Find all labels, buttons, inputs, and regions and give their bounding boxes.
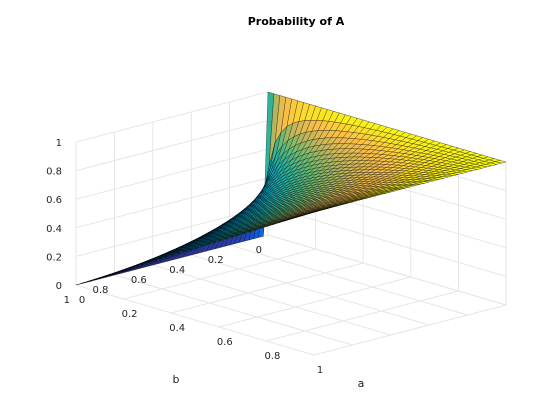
- wall-a-grid-horizontal: [267, 234, 507, 306]
- wall-b-grid-horizontal: [75, 91, 269, 143]
- x-tick-label: 1: [317, 365, 323, 376]
- x-tick-label: 0.4: [169, 323, 185, 334]
- wall-b-grid-horizontal: [75, 177, 269, 229]
- floor-grid-line-a: [171, 262, 364, 314]
- y-tick-label: 0.8: [92, 285, 108, 296]
- wall-b-grid-horizontal: [75, 148, 269, 200]
- x-tick-label: 0.6: [217, 337, 233, 348]
- y-tick-label: 1: [64, 295, 70, 306]
- floor-grid-line-a: [123, 248, 316, 300]
- floor-grid-line-b: [152, 264, 391, 336]
- y-tick-label: 0.2: [208, 255, 224, 266]
- z-tick-label: 0.8: [46, 167, 62, 178]
- floor-grid-line-a: [218, 276, 411, 328]
- wall-a-grid-horizontal: [267, 205, 507, 277]
- y-tick-label: 0.6: [131, 275, 147, 286]
- z-tick-label: 0.6: [46, 195, 62, 206]
- y-tick-label: 0: [256, 245, 262, 256]
- floor-grid-line-b: [75, 284, 315, 356]
- chart-title: Probability of A: [248, 15, 345, 28]
- z-tick-label: 0.4: [46, 224, 62, 235]
- wall-b-grid-horizontal: [75, 120, 269, 172]
- floor-grid-line-b: [191, 254, 430, 326]
- z-tick-label: 0.2: [46, 252, 62, 263]
- x-axis-label: a: [358, 377, 365, 390]
- tick-labels: 00.20.40.60.8100.20.40.60.8100.20.40.60.…: [46, 138, 323, 376]
- y-tick-label: 0.4: [169, 265, 185, 276]
- surface-face: [307, 210, 319, 214]
- wall-b-grid-horizontal: [75, 205, 269, 257]
- z-tick-label: 1: [56, 138, 62, 149]
- z-tick-label: 0: [56, 281, 62, 292]
- y-axis-label: b: [173, 373, 180, 386]
- floor-grid-line-a: [313, 304, 507, 356]
- floor-grid-line-b: [114, 274, 353, 346]
- x-tick-label: 0.8: [264, 351, 280, 362]
- floor-grid-line-a: [266, 290, 459, 342]
- x-tick-label: 0.2: [122, 309, 138, 320]
- floor-grid-line-b: [229, 244, 468, 316]
- surface-mesh: [75, 91, 507, 286]
- x-tick-label: 0: [79, 295, 85, 306]
